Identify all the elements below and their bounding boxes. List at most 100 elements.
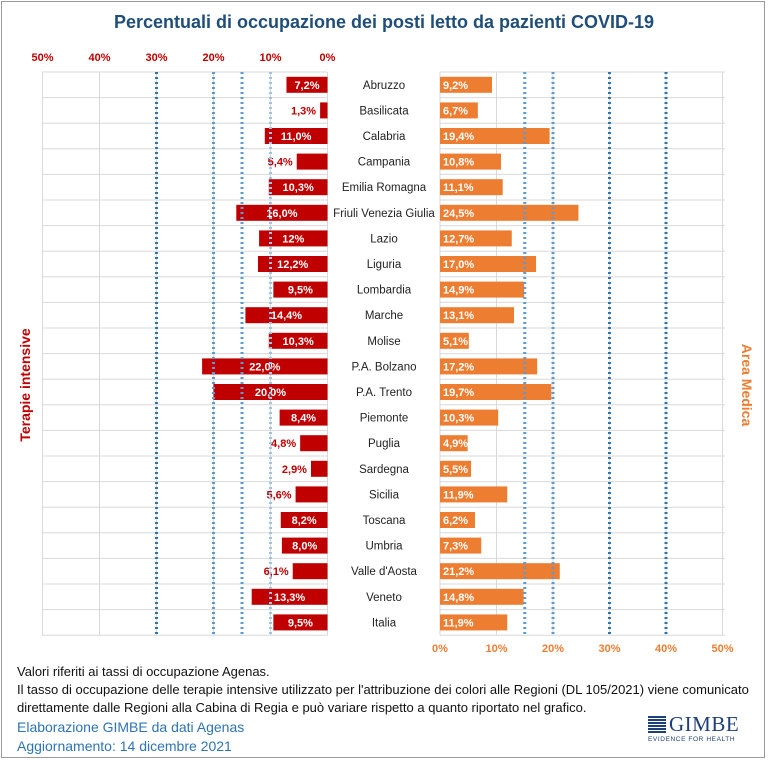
axis-tick-left: 10% — [259, 52, 281, 64]
axis-tick-left: 40% — [88, 52, 110, 64]
category-label: Emilia Romagna — [342, 182, 427, 194]
data-label-terapie-intensive: 1,3% — [291, 105, 316, 117]
category-label: Valle d'Aosta — [351, 566, 418, 578]
axis-tick-left: 30% — [145, 52, 167, 64]
data-label-terapie-intensive: 9,5% — [288, 617, 313, 629]
category-label: Molise — [367, 336, 400, 348]
bar-terapie-intensive — [273, 614, 328, 631]
data-label-area-medica: 17,2% — [443, 361, 474, 373]
data-label-area-medica: 14,8% — [443, 592, 474, 604]
category-label: P.A. Bolzano — [351, 361, 416, 373]
data-label-area-medica: 10,3% — [443, 413, 474, 425]
category-label: Lombardia — [357, 285, 412, 297]
category-label: Piemonte — [360, 413, 409, 425]
credit-source: Elaborazione GIMBE da dati Agenas — [17, 719, 245, 735]
data-label-area-medica: 21,2% — [443, 566, 474, 578]
bar-area-medica — [440, 409, 499, 426]
data-label-terapie-intensive: 5,6% — [267, 489, 292, 501]
bar-area-medica — [440, 563, 560, 580]
data-label-area-medica: 9,2% — [443, 80, 468, 92]
data-label-terapie-intensive: 8,0% — [292, 541, 317, 553]
data-label-terapie-intensive: 10,3% — [283, 182, 314, 194]
data-label-terapie-intensive: 5,4% — [268, 157, 293, 169]
data-label-area-medica: 5,5% — [443, 464, 468, 476]
category-label: Sardegna — [359, 464, 409, 476]
bar-area-medica — [440, 486, 508, 503]
data-label-area-medica: 14,9% — [443, 285, 474, 297]
category-label: Lazio — [370, 233, 398, 245]
axis-tick-right: 30% — [598, 643, 620, 655]
bar-terapie-intensive — [273, 281, 328, 298]
bar-area-medica — [440, 204, 579, 221]
axis-tick-left: 20% — [202, 52, 224, 64]
bar-area-medica — [440, 537, 482, 554]
data-label-terapie-intensive: 4,8% — [271, 438, 296, 450]
bar-terapie-intensive — [259, 230, 328, 247]
data-label-area-medica: 11,9% — [443, 617, 474, 629]
data-label-terapie-intensive: 16,0% — [266, 208, 297, 220]
data-label-terapie-intensive: 12% — [282, 233, 304, 245]
axis-tick-right: 50% — [711, 643, 733, 655]
category-label: Abruzzo — [363, 80, 405, 92]
bar-area-medica — [440, 512, 476, 528]
axis-tick-left: 50% — [31, 52, 53, 64]
bar-area-medica — [440, 307, 515, 324]
data-label-terapie-intensive: 10,3% — [283, 336, 314, 348]
axis-tick-right: 0% — [432, 643, 448, 655]
category-label: Puglia — [368, 438, 401, 450]
data-label-area-medica: 24,5% — [443, 208, 474, 220]
bar-area-medica — [440, 332, 469, 349]
bar-terapie-intensive — [268, 179, 328, 196]
category-label: P.A. Trento — [356, 387, 412, 399]
bar-terapie-intensive — [310, 460, 328, 477]
note-line-1: Valori riferiti ai tassi di occupazione … — [17, 664, 270, 679]
axis-tick-right: 10% — [485, 643, 507, 655]
category-label: Sicilia — [369, 489, 400, 501]
data-label-area-medica: 13,1% — [443, 310, 474, 322]
bar-terapie-intensive — [245, 307, 328, 324]
credit-updated: Aggiornamento: 14 dicembre 2021 — [17, 738, 232, 754]
data-label-terapie-intensive: 13,3% — [274, 592, 305, 604]
bar-terapie-intensive — [202, 358, 328, 375]
note-line-3: direttamente dalle Regioni alla Cabina d… — [17, 700, 587, 715]
chart-title: Percentuali di occupazione dei posti let… — [113, 12, 655, 32]
bar-area-medica — [440, 281, 525, 298]
data-label-terapie-intensive: 9,5% — [288, 285, 313, 297]
data-label-terapie-intensive: 8,2% — [292, 515, 317, 527]
bar-area-medica — [440, 76, 492, 93]
data-label-area-medica: 6,2% — [443, 515, 468, 527]
bar-area-medica — [440, 179, 503, 196]
gimbe-logo: GIMBE EVIDENCE FOR HEALTH — [648, 712, 739, 746]
bar-terapie-intensive — [257, 256, 328, 272]
bar-terapie-intensive — [300, 435, 328, 452]
category-label: Marche — [365, 310, 403, 322]
data-label-area-medica: 11,1% — [443, 182, 474, 194]
data-label-terapie-intensive: 2,9% — [282, 464, 307, 476]
data-label-terapie-intensive: 22,0% — [249, 361, 280, 373]
bar-terapie-intensive — [295, 486, 328, 503]
bar-area-medica — [440, 588, 524, 605]
bar-terapie-intensive — [280, 512, 328, 528]
bar-area-medica — [440, 102, 478, 119]
bar-terapie-intensive — [264, 128, 328, 144]
bar-area-medica — [440, 435, 468, 452]
bar-terapie-intensive — [320, 102, 328, 119]
data-label-area-medica: 4,9% — [443, 438, 468, 450]
gimbe-logo-tagline: EVIDENCE FOR HEALTH — [648, 736, 736, 743]
bar-area-medica — [440, 358, 538, 375]
axis-title-terapie-intensive: Terapie intensive — [17, 328, 33, 442]
data-label-area-medica: 6,7% — [443, 105, 468, 117]
bar-terapie-intensive — [281, 537, 328, 554]
bar-terapie-intensive — [268, 332, 328, 349]
bar-terapie-intensive — [236, 204, 328, 221]
data-label-area-medica: 5,1% — [443, 336, 468, 348]
data-label-area-medica: 19,7% — [443, 387, 474, 399]
category-label: Liguria — [367, 259, 402, 271]
axis-tick-left: 0% — [320, 52, 336, 64]
bar-area-medica — [440, 460, 472, 477]
data-label-area-medica: 19,4% — [443, 131, 474, 143]
category-label: Toscana — [363, 515, 406, 527]
bar-terapie-intensive — [279, 409, 328, 426]
